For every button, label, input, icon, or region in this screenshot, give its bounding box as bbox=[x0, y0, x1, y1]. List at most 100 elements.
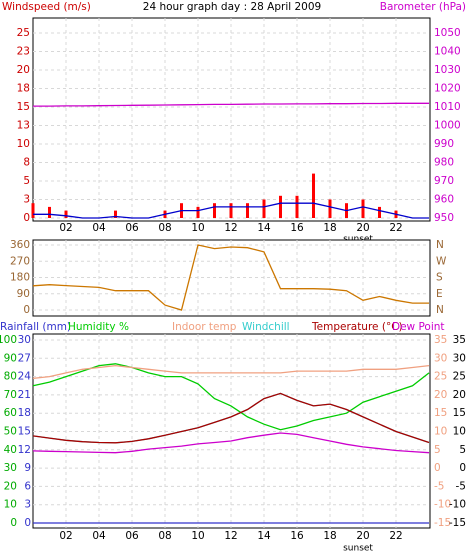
y-tick-label: 100 bbox=[0, 334, 17, 346]
y-tick-label: 5 bbox=[459, 444, 466, 456]
y-tick-label: 24 bbox=[18, 371, 32, 383]
y-tick-label: 0 bbox=[434, 462, 441, 474]
bar bbox=[31, 203, 35, 218]
y-tick-label: 360 bbox=[10, 239, 30, 251]
series-line bbox=[33, 202, 429, 219]
legend-entry: Rainfall (mm) bbox=[0, 321, 71, 333]
y-tick-label: 30 bbox=[18, 334, 31, 346]
series-line bbox=[32, 364, 430, 380]
y-tick-label: 15 bbox=[18, 426, 31, 438]
y-tick-label: 20 bbox=[453, 389, 466, 401]
bar bbox=[196, 206, 200, 218]
bar bbox=[295, 195, 299, 218]
y-tick-label: -10 bbox=[434, 499, 451, 511]
y-tick-label: 10 bbox=[17, 138, 30, 150]
y-tick-label: 15 bbox=[434, 407, 447, 419]
chart-title: 24 hour graph day : 28 April 2009 bbox=[143, 1, 321, 13]
x-tick-label: 20 bbox=[356, 530, 369, 542]
y-tick-label: 90 bbox=[17, 288, 30, 300]
x-tick-label: 12 bbox=[224, 222, 237, 234]
y-tick-label: 0 bbox=[23, 212, 30, 224]
y-tick-label: 25 bbox=[453, 371, 466, 383]
x-tick-label: 16 bbox=[290, 530, 304, 542]
y-tick-label: -15 bbox=[434, 517, 451, 529]
y-tick-label: 10 bbox=[4, 499, 17, 511]
bar bbox=[229, 203, 233, 218]
y-tick-label: 970 bbox=[434, 175, 454, 187]
y-tick-label: 30 bbox=[434, 352, 447, 364]
y-tick-label: 6 bbox=[24, 480, 31, 492]
legend-entry: Dew Point bbox=[392, 321, 445, 333]
x-tick-label: 20 bbox=[356, 222, 369, 234]
y-tick-label: 270 bbox=[10, 255, 30, 267]
x-tick-label: 06 bbox=[125, 530, 139, 542]
y-tick-label: 5 bbox=[434, 444, 441, 456]
bar bbox=[279, 195, 282, 218]
x-tick-label: 06 bbox=[125, 222, 139, 234]
series-line bbox=[32, 432, 430, 454]
bar bbox=[48, 206, 51, 218]
y-tick-label: 5 bbox=[23, 175, 30, 187]
y-tick-label: 1050 bbox=[434, 27, 461, 39]
y-tick-label: 23 bbox=[17, 46, 30, 58]
legend-entry: Humidity % bbox=[68, 321, 129, 333]
x-tick-label: 08 bbox=[158, 222, 171, 234]
y-tick-label: 15 bbox=[17, 101, 30, 113]
y-tick-label: N bbox=[436, 304, 444, 316]
legend-entry: Indoor temp bbox=[172, 321, 237, 333]
series-line bbox=[32, 392, 430, 444]
x-tick-label: 22 bbox=[389, 530, 402, 542]
y-tick-label: 1000 bbox=[434, 120, 461, 132]
y-tick-label: 13 bbox=[17, 120, 30, 132]
y-tick-label: -10 bbox=[449, 499, 466, 511]
y-tick-label: W bbox=[436, 255, 447, 267]
x-tick-label: 18 bbox=[323, 530, 336, 542]
x-tick-label: 22 bbox=[389, 222, 402, 234]
y-tick-label: 80 bbox=[4, 371, 17, 383]
series-line bbox=[32, 244, 429, 311]
series-line bbox=[33, 102, 429, 107]
y-tick-label: 18 bbox=[18, 407, 31, 419]
y-tick-label: 1040 bbox=[434, 46, 461, 58]
y-axis-label: Windspeed (m/s) bbox=[2, 1, 91, 13]
bar bbox=[246, 203, 249, 218]
x-tick-label: 14 bbox=[257, 530, 271, 542]
y-tick-label: 950 bbox=[434, 212, 454, 224]
bar bbox=[213, 203, 216, 218]
bar bbox=[328, 199, 332, 218]
y-tick-label: 0 bbox=[23, 304, 30, 316]
y-tick-label: 60 bbox=[4, 407, 17, 419]
legend-entry: Windchill bbox=[242, 321, 290, 333]
x-tick-label: 18 bbox=[323, 222, 336, 234]
y-tick-label: 10 bbox=[434, 426, 447, 438]
y-tick-label: 980 bbox=[434, 157, 454, 169]
y-tick-label: 0 bbox=[459, 462, 466, 474]
y-tick-label: 18 bbox=[17, 83, 30, 95]
y-tick-label: 3 bbox=[24, 499, 31, 511]
x-tick-label: 08 bbox=[158, 530, 171, 542]
x-tick-label: 04 bbox=[92, 530, 106, 542]
y-tick-label: 27 bbox=[18, 352, 31, 364]
y-tick-label: 50 bbox=[4, 426, 17, 438]
bar bbox=[378, 206, 381, 218]
y-tick-label: 35 bbox=[453, 334, 466, 346]
x-tick-label: 04 bbox=[92, 222, 106, 234]
y-tick-label: -5 bbox=[434, 480, 444, 492]
bar bbox=[64, 210, 68, 218]
y-tick-label: 8 bbox=[23, 157, 30, 169]
x-tick-label: 02 bbox=[59, 530, 72, 542]
y-tick-label: 1010 bbox=[434, 101, 461, 113]
y-tick-label: 0 bbox=[24, 517, 31, 529]
legend-entry: Temperature (°C) bbox=[311, 321, 403, 333]
y-tick-label: 20 bbox=[17, 64, 30, 76]
y-tick-label: 9 bbox=[24, 462, 31, 474]
y-tick-label: -15 bbox=[449, 517, 466, 529]
y-tick-label: 20 bbox=[434, 389, 447, 401]
y-tick-label: S bbox=[436, 272, 443, 284]
y-tick-label: 21 bbox=[18, 389, 31, 401]
bar bbox=[361, 199, 365, 218]
x-tick-label: 12 bbox=[224, 530, 237, 542]
y-tick-label: 990 bbox=[434, 138, 454, 150]
y-tick-label: 0 bbox=[10, 517, 17, 529]
y-tick-label: 15 bbox=[453, 407, 466, 419]
